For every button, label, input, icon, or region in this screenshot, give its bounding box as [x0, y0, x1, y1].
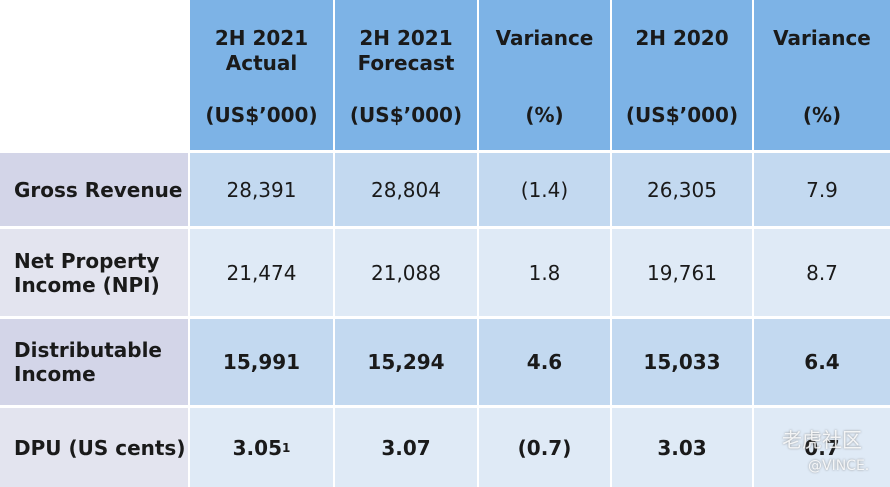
- header-unit: (US$’000): [625, 103, 739, 127]
- header-unit: (%): [525, 103, 564, 127]
- value-cell: 8.7: [754, 229, 890, 316]
- header-unit: (US$’000): [349, 103, 463, 127]
- watermark-user: @VINCE.: [808, 458, 870, 474]
- value-cell: 15,294: [335, 319, 477, 405]
- header-title: Variance: [773, 26, 871, 50]
- value: 21,474: [226, 260, 297, 285]
- value-cell: 15,033: [612, 319, 752, 405]
- value-cell: 15,991: [190, 319, 333, 405]
- value-cell: 7.9: [754, 153, 890, 226]
- value: 21,088: [371, 260, 441, 285]
- value: (0.7): [517, 435, 572, 460]
- header-title: Variance: [495, 26, 594, 50]
- header-title: 2H 2020: [635, 26, 729, 50]
- row-label: Gross Revenue: [0, 153, 188, 226]
- value: 1.8: [528, 260, 561, 285]
- header-unit: (US$’000): [205, 103, 318, 127]
- footnote-marker: 1: [282, 440, 291, 455]
- value-cell: 3.07: [335, 408, 477, 487]
- value: 15,991: [222, 350, 301, 374]
- value: 3.05: [232, 435, 282, 460]
- header-cell: 2H 2021 Actual (US$’000): [190, 0, 333, 150]
- value: 0.7: [804, 435, 840, 460]
- value-cell: 26,305: [612, 153, 752, 226]
- row-label: Distributable Income: [0, 319, 188, 405]
- watermark-brand: 老虎社区: [782, 428, 862, 452]
- value: 4.6: [526, 350, 563, 374]
- row-label: DPU (US cents): [0, 408, 188, 487]
- value-cell: 28,804: [335, 153, 477, 226]
- value: 28,804: [371, 177, 441, 202]
- row-label: Net Property Income (NPI): [0, 229, 188, 316]
- value-cell: 21,474: [190, 229, 333, 316]
- header-cell: 2H 2020 (US$’000): [612, 0, 752, 150]
- value: 19,761: [647, 260, 717, 285]
- value-cell: 6.4: [754, 319, 890, 405]
- value-cell: (1.4): [479, 153, 610, 226]
- value: (1.4): [520, 177, 569, 202]
- corner-cell: [0, 0, 188, 150]
- value: 15,033: [643, 350, 721, 374]
- value: 3.03: [657, 435, 707, 460]
- value: 8.7: [806, 260, 838, 285]
- header-unit: (%): [802, 103, 842, 127]
- value: 7.9: [806, 177, 838, 202]
- value: 28,391: [226, 177, 297, 202]
- value: 15,294: [367, 350, 445, 374]
- header-title: 2H 2021 Forecast: [357, 26, 455, 75]
- value-cell: 21,088: [335, 229, 477, 316]
- value-cell: 3.03: [612, 408, 752, 487]
- value: 3.07: [381, 435, 431, 460]
- value-cell: 28,391: [190, 153, 333, 226]
- value-cell: 1.8: [479, 229, 610, 316]
- value: 6.4: [804, 350, 840, 374]
- value-cell: (0.7): [479, 408, 610, 487]
- header-title: 2H 2021 Actual: [214, 26, 309, 75]
- header-cell: Variance (%): [754, 0, 890, 150]
- value: 26,305: [647, 177, 717, 202]
- value-cell: 19,761: [612, 229, 752, 316]
- value-cell: 0.7: [754, 408, 890, 487]
- value-cell: 3.05 1: [190, 408, 333, 487]
- value-cell: 4.6: [479, 319, 610, 405]
- header-cell: Variance (%): [479, 0, 610, 150]
- header-cell: 2H 2021 Forecast (US$’000): [335, 0, 477, 150]
